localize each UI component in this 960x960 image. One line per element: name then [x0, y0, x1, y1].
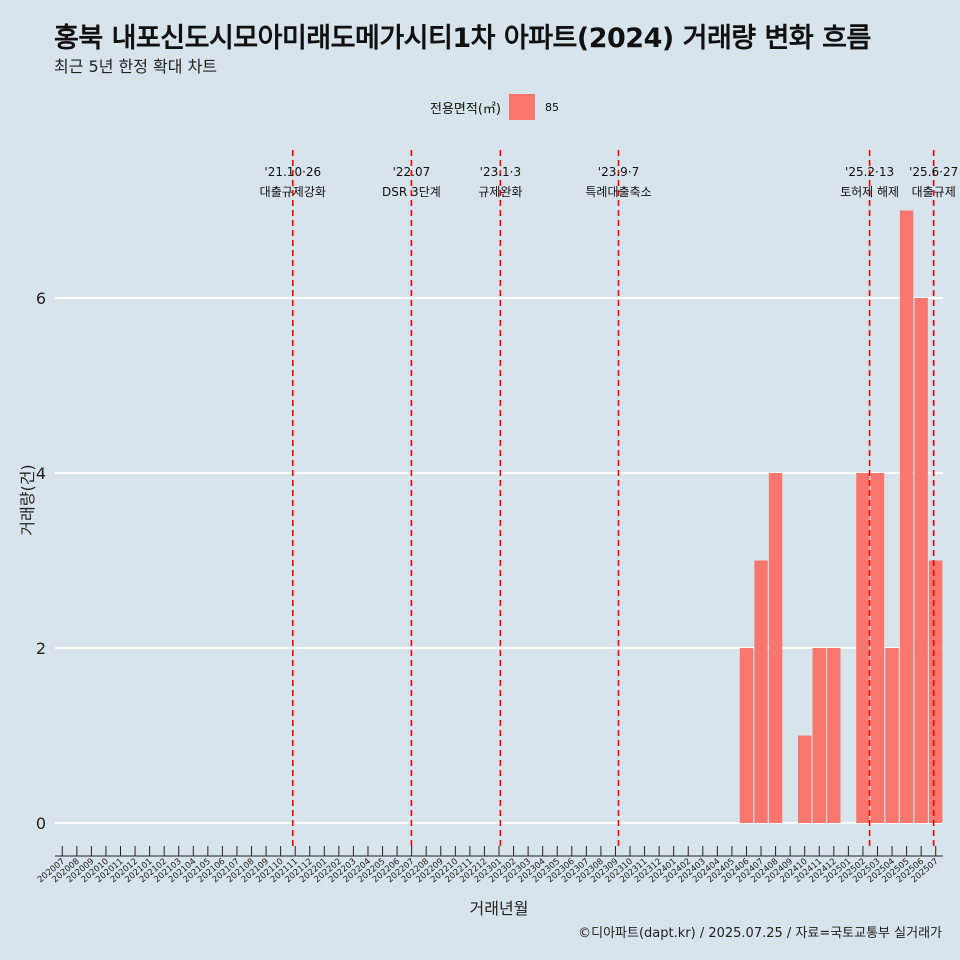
bar [827, 648, 841, 823]
y-tick-label: 6 [36, 289, 46, 308]
y-tick-label: 4 [36, 464, 46, 483]
chart-title: 홍북 내포신도시모아미래도메가시티1차 아파트(2024) 거래량 변화 흐름 [54, 23, 871, 54]
bar [914, 298, 928, 823]
event-name-label: 대출규제 [912, 185, 956, 199]
legend-entry: 85 [544, 100, 559, 114]
bar [812, 648, 826, 823]
bar [768, 473, 783, 823]
event-date-label: '21.10·26 [264, 165, 321, 179]
y-tick-label: 0 [36, 814, 46, 833]
legend-swatch [508, 94, 535, 120]
x-axis-title: 거래년월 [470, 899, 529, 918]
y-axis-title: 거래량(건) [18, 464, 37, 535]
bar [754, 560, 768, 823]
event-date-label: '25.6·27 [909, 165, 958, 179]
event-name-label: 특례대출축소 [585, 185, 651, 199]
legend: 전용면적(㎡) 85 [430, 94, 559, 120]
chart-subtitle: 최근 5년 한정 확대 차트 [54, 57, 218, 76]
event-name-label: 규제완화 [478, 185, 522, 199]
event-date-label: '25.2·13 [845, 165, 894, 179]
event-date-label: '23.1·3 [480, 165, 521, 179]
event-name-label: 대출규제강화 [260, 185, 326, 199]
bar [870, 473, 885, 823]
bar [899, 210, 914, 823]
event-date-label: '22.07 [393, 165, 431, 179]
legend-title: 전용면적(㎡) [430, 101, 501, 117]
bar [856, 473, 870, 823]
y-tick-label: 2 [36, 639, 46, 658]
bar [798, 735, 812, 823]
event-date-label: '23.9·7 [598, 165, 639, 179]
bar [885, 648, 899, 823]
event-name-label: 토허제 해제 [840, 185, 899, 199]
source-caption: ©디아파트(dapt.kr) / 2025.07.25 / 자료=국토교통부 실… [578, 926, 942, 941]
bar [739, 648, 754, 823]
bar [929, 560, 943, 823]
event-name-label: DSR 3단계 [382, 185, 441, 199]
